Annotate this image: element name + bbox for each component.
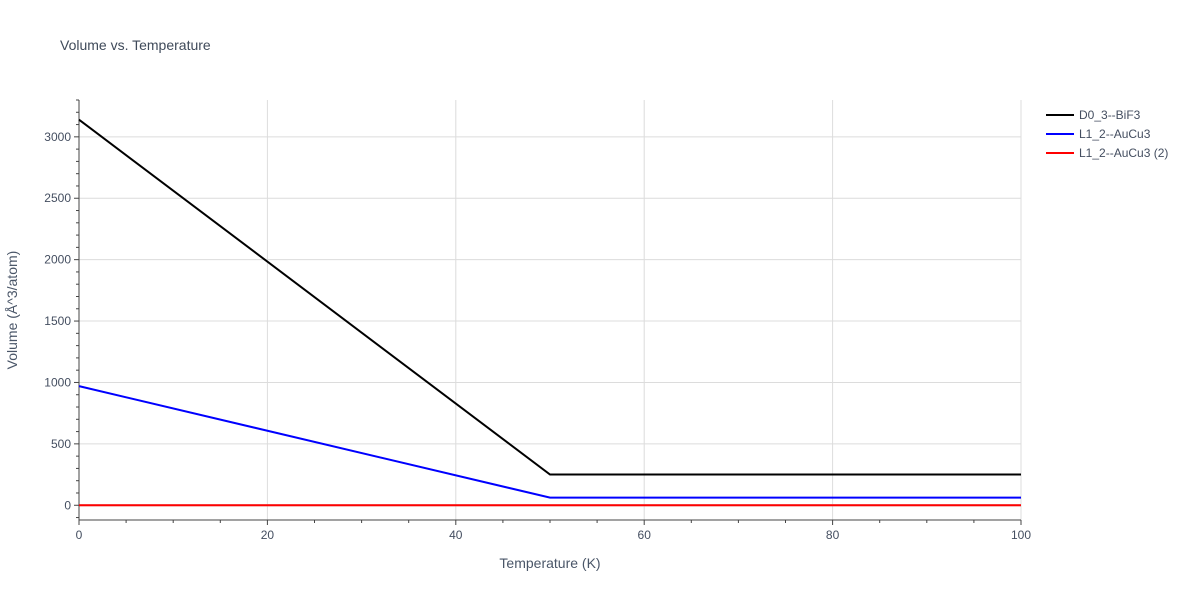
grid-lines: [79, 100, 1022, 520]
axes: [74, 99, 1022, 525]
series-line: [78, 385, 1021, 499]
legend-item[interactable]: D0_3--BiF3: [1046, 108, 1141, 122]
y-tick-label: 1000: [44, 375, 71, 389]
y-tick-label: 0: [64, 498, 71, 512]
y-tick-label: 1500: [44, 314, 71, 328]
legend-item[interactable]: L1_2--AuCu3 (2): [1046, 146, 1168, 160]
x-tick-label: 40: [449, 528, 463, 542]
series-line: [78, 118, 1021, 476]
series-lines: [78, 118, 1021, 507]
x-axis-title: Temperature (K): [499, 555, 600, 571]
legend-label: D0_3--BiF3: [1079, 108, 1141, 122]
x-tick-label: 80: [826, 528, 840, 542]
y-axis-title: Volume (Å^3/atom): [4, 251, 20, 370]
x-tick-label: 60: [638, 528, 652, 542]
y-tick-label: 2000: [44, 253, 71, 267]
legend[interactable]: D0_3--BiF3 L1_2--AuCu3 L1_2--AuCu3 (2): [1046, 108, 1168, 160]
legend-label: L1_2--AuCu3 (2): [1079, 146, 1168, 160]
x-tick-label: 100: [1011, 528, 1031, 542]
y-tick-label: 2500: [44, 191, 71, 205]
chart-title: Volume vs. Temperature: [60, 37, 211, 53]
y-tick-label: 3000: [44, 130, 71, 144]
x-tick-label: 0: [76, 528, 83, 542]
legend-label: L1_2--AuCu3: [1079, 127, 1151, 141]
x-tick-label: 20: [261, 528, 275, 542]
legend-item[interactable]: L1_2--AuCu3: [1046, 127, 1151, 141]
y-tick-label: 500: [51, 437, 71, 451]
